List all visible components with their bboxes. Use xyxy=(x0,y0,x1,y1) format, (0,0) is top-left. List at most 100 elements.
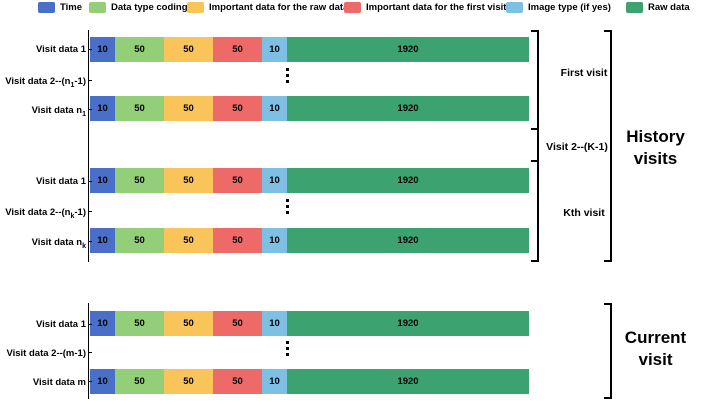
segment-raw: 1920 xyxy=(287,311,529,336)
history-visits-label: History visits xyxy=(626,127,685,168)
data-bar-kth-visit-n: 10 50 50 50 10 1920 xyxy=(90,228,529,253)
segment-coding: 50 xyxy=(115,96,164,121)
data-bar-kth-visit-1: 10 50 50 50 10 1920 xyxy=(90,168,529,193)
history-axis-line xyxy=(88,30,89,262)
segment-time: 10 xyxy=(90,96,115,121)
legend-item-first-important: Important data for the first visit xyxy=(344,1,506,13)
legend: Time Data type coding Important data for t… xyxy=(0,0,709,14)
current-bracket-top-cap xyxy=(604,303,612,305)
legend-label: Important data for the raw data xyxy=(209,1,349,13)
segment-first-important: 50 xyxy=(213,96,262,121)
row-label-current-visit-1: Visit data 1 xyxy=(36,319,86,330)
legend-label: Data type coding xyxy=(111,1,188,13)
segment-first-important: 50 xyxy=(213,168,262,193)
segment-raw-important: 50 xyxy=(164,369,213,394)
segment-image-type: 10 xyxy=(262,369,287,394)
kth-visit-label: Kth visit xyxy=(563,207,605,219)
history-bracket xyxy=(610,30,612,262)
axis-tick xyxy=(88,80,92,81)
axis-tick xyxy=(88,241,92,242)
ellipsis-dots-current-visit xyxy=(286,341,290,359)
row-label-current-visit-m: Visit data m xyxy=(32,377,86,388)
axis-tick xyxy=(88,181,92,182)
segment-raw: 1920 xyxy=(287,96,529,121)
visit-group-bracket xyxy=(537,30,539,262)
current-bracket-bottom-cap xyxy=(604,397,612,399)
segment-time: 10 xyxy=(90,168,115,193)
segment-image-type: 10 xyxy=(262,311,287,336)
segment-raw-important: 50 xyxy=(164,311,213,336)
segment-coding: 50 xyxy=(115,311,164,336)
segment-first-important: 50 xyxy=(213,37,262,62)
segment-coding: 50 xyxy=(115,228,164,253)
axis-tick xyxy=(88,352,92,353)
visit-group-bracket-mid-cap-2 xyxy=(531,160,539,162)
row-label-current-visit-middle: Visit data 2--(m-1) xyxy=(6,348,86,359)
segment-image-type: 10 xyxy=(262,168,287,193)
segment-first-important: 50 xyxy=(213,228,262,253)
row-label-first-visit-n: Visit data n1 xyxy=(31,105,86,118)
segment-raw-important: 50 xyxy=(164,228,213,253)
history-bracket-top-cap xyxy=(604,30,612,32)
current-visit-label: Current visit xyxy=(624,328,687,369)
axis-tick xyxy=(88,49,92,50)
data-bar-first-visit-1: 10 50 50 50 10 1920 xyxy=(90,37,529,62)
visit-group-bracket-mid-cap-1 xyxy=(531,128,539,130)
segment-image-type: 10 xyxy=(262,37,287,62)
segment-raw: 1920 xyxy=(287,168,529,193)
legend-swatch xyxy=(506,1,523,13)
legend-swatch xyxy=(89,1,106,13)
legend-label: Time xyxy=(60,1,83,13)
axis-tick xyxy=(88,211,92,212)
data-bar-first-visit-n: 10 50 50 50 10 1920 xyxy=(90,96,529,121)
axis-tick xyxy=(88,109,92,110)
ellipsis-dots-first-visit xyxy=(286,68,290,86)
legend-label: Raw data xyxy=(648,1,690,13)
legend-swatch xyxy=(38,1,55,13)
row-label-kth-visit-middle: Visit data 2--(nk-1) xyxy=(5,207,86,220)
segment-raw-important: 50 xyxy=(164,37,213,62)
segment-image-type: 10 xyxy=(262,228,287,253)
visit-group-bracket-top-cap xyxy=(531,30,539,32)
legend-item-time: Time xyxy=(38,1,82,13)
ellipsis-dots-kth-visit xyxy=(286,199,290,217)
segment-time: 10 xyxy=(90,37,115,62)
segment-image-type: 10 xyxy=(262,96,287,121)
data-bar-current-visit-m: 10 50 50 50 10 1920 xyxy=(90,369,529,394)
segment-coding: 50 xyxy=(115,369,164,394)
segment-coding: 50 xyxy=(115,37,164,62)
legend-swatch xyxy=(187,1,204,13)
current-bracket xyxy=(610,303,612,399)
history-bracket-bottom-cap xyxy=(604,260,612,262)
legend-item-raw: Raw data xyxy=(626,1,690,13)
row-label-first-visit-1: Visit data 1 xyxy=(36,44,86,55)
segment-time: 10 xyxy=(90,311,115,336)
segment-first-important: 50 xyxy=(213,369,262,394)
data-bar-current-visit-1: 10 50 50 50 10 1920 xyxy=(90,311,529,336)
legend-label: Important data for the first visit xyxy=(366,1,507,13)
legend-label: Image type (if yes) xyxy=(528,1,611,13)
axis-tick xyxy=(88,381,92,382)
segment-raw: 1920 xyxy=(287,369,529,394)
first-visit-label: First visit xyxy=(560,67,608,79)
row-label-first-visit-middle: Visit data 2--(n1-1) xyxy=(5,76,86,89)
legend-swatch xyxy=(344,1,361,13)
segment-coding: 50 xyxy=(115,168,164,193)
legend-item-image-type: Image type (if yes) xyxy=(506,1,611,13)
visit-group-bracket-bottom-cap xyxy=(531,260,539,262)
legend-swatch xyxy=(626,1,643,13)
middle-visits-label: Visit 2--(K-1) xyxy=(546,141,608,153)
legend-item-coding: Data type coding xyxy=(89,1,188,13)
row-label-kth-visit-1: Visit data 1 xyxy=(36,176,86,187)
segment-raw-important: 50 xyxy=(164,96,213,121)
current-axis-line xyxy=(88,303,89,399)
segment-raw: 1920 xyxy=(287,37,529,62)
segment-first-important: 50 xyxy=(213,311,262,336)
segment-raw: 1920 xyxy=(287,228,529,253)
row-label-kth-visit-n: Visit data nk xyxy=(31,237,86,250)
axis-tick xyxy=(88,324,92,325)
legend-item-raw-important: Important data for the raw data xyxy=(187,1,348,13)
segment-time: 10 xyxy=(90,228,115,253)
segment-raw-important: 50 xyxy=(164,168,213,193)
segment-time: 10 xyxy=(90,369,115,394)
